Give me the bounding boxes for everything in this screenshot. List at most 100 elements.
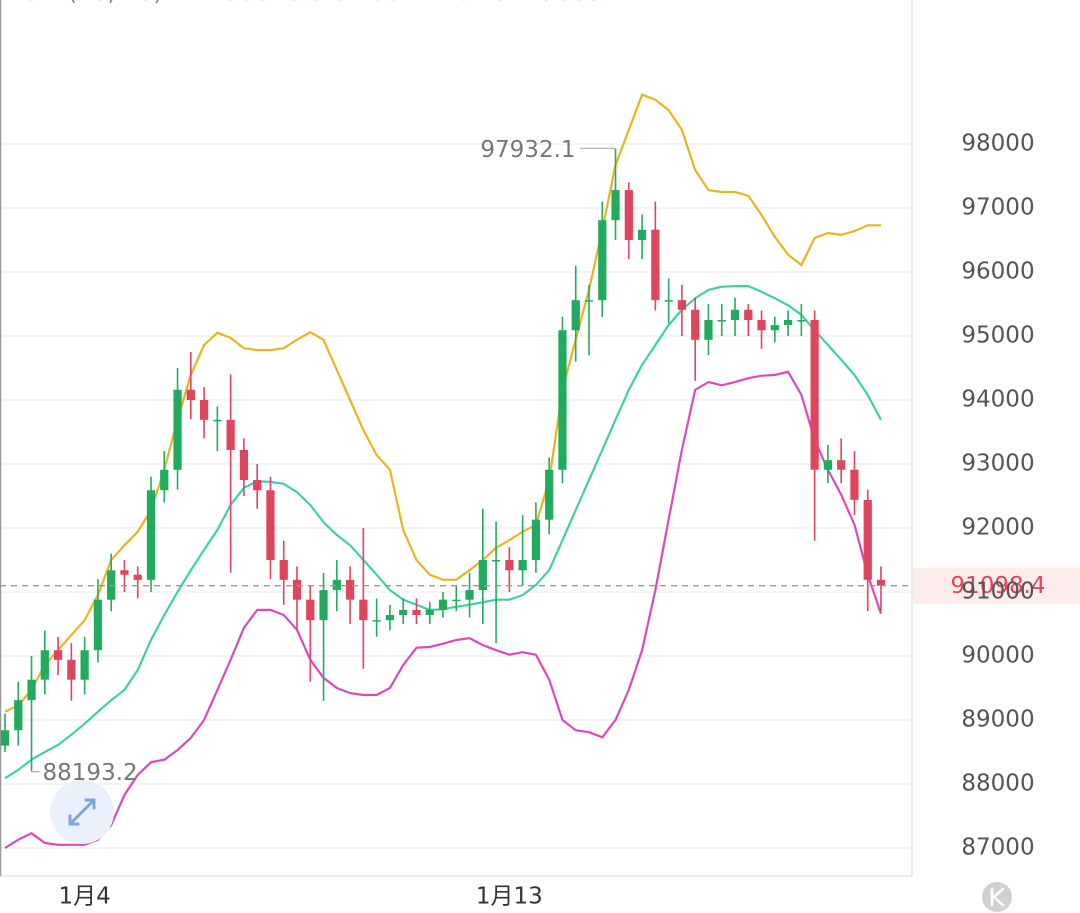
candle-body bbox=[27, 679, 36, 701]
candles bbox=[0, 148, 886, 772]
candle-body bbox=[664, 300, 673, 302]
candle-body bbox=[783, 320, 793, 326]
candle-body bbox=[319, 590, 328, 621]
last-price-tag bbox=[913, 567, 1080, 604]
y-tick-label: 90000 bbox=[961, 643, 1034, 669]
y-tick-label: 88000 bbox=[961, 771, 1034, 797]
candle-body bbox=[412, 609, 421, 616]
candle-body bbox=[372, 620, 381, 622]
candle-body bbox=[266, 490, 275, 560]
candle-body bbox=[226, 419, 235, 450]
candle-body bbox=[677, 300, 687, 310]
candle-body bbox=[717, 320, 726, 322]
legend-entry: BOLL(20,2.0) bbox=[6, 0, 163, 6]
candle-body bbox=[744, 309, 753, 320]
candle-body bbox=[186, 389, 195, 400]
candle-body bbox=[146, 490, 156, 580]
candle-body bbox=[558, 330, 567, 470]
candle-body bbox=[253, 480, 262, 491]
y-tick-label: 92000 bbox=[961, 515, 1034, 541]
candle-body bbox=[651, 229, 660, 301]
candle-body bbox=[531, 519, 541, 560]
candle-body bbox=[239, 449, 249, 480]
candle-body bbox=[399, 609, 408, 616]
candle-body bbox=[213, 419, 222, 422]
kline-button[interactable] bbox=[982, 882, 1012, 912]
candle-body bbox=[67, 659, 76, 680]
candle-body bbox=[173, 389, 182, 470]
candle-body bbox=[385, 615, 395, 621]
candle-body bbox=[107, 570, 116, 600]
y-tick-label: 87000 bbox=[961, 835, 1034, 861]
y-tick-label: 95000 bbox=[961, 323, 1034, 349]
candle-body bbox=[478, 560, 487, 591]
candle-body bbox=[691, 309, 700, 340]
candle-body bbox=[0, 730, 10, 746]
candle-body bbox=[345, 579, 355, 600]
candle-body bbox=[133, 574, 142, 580]
candle-body bbox=[571, 300, 580, 331]
last-price-label: 91098.4 bbox=[950, 573, 1045, 599]
candle-body bbox=[545, 469, 554, 520]
candle-body bbox=[292, 579, 302, 600]
candle-body bbox=[279, 560, 288, 580]
candle-body bbox=[80, 650, 89, 680]
legend: BOLL(20,2.0) MID:93076.3 UP:95722.8 LOW:… bbox=[6, 0, 640, 6]
candle-body bbox=[518, 560, 527, 571]
candle-body bbox=[160, 469, 169, 491]
candle-body bbox=[491, 560, 501, 562]
y-tick-label: 91000 bbox=[961, 579, 1034, 605]
candle-body bbox=[850, 469, 859, 500]
kline-icon[interactable] bbox=[990, 887, 1005, 907]
candle-body bbox=[730, 309, 740, 320]
candle-body bbox=[584, 300, 594, 302]
candle-body bbox=[757, 320, 766, 331]
y-tick-label: 97000 bbox=[961, 195, 1034, 221]
legend-entry: MID:93076.3 bbox=[170, 0, 324, 6]
high-annotation: 97932.1 bbox=[480, 137, 575, 163]
candle-body bbox=[863, 499, 872, 580]
candle-body bbox=[14, 700, 23, 731]
candle-body bbox=[797, 320, 806, 322]
candle-body bbox=[332, 579, 341, 591]
expand-icon[interactable] bbox=[68, 798, 96, 826]
x-tick-label: 1月4 bbox=[58, 884, 110, 910]
candle-body bbox=[438, 599, 448, 610]
candle-body bbox=[359, 599, 368, 621]
candle-body bbox=[465, 590, 474, 600]
y-tick-label: 94000 bbox=[961, 387, 1034, 413]
legend-entry: LOW:90631.1 bbox=[479, 0, 640, 6]
candle-body bbox=[425, 609, 434, 616]
band-line bbox=[4, 370, 883, 849]
candle-body bbox=[770, 325, 779, 331]
y-tick-label: 96000 bbox=[961, 259, 1034, 285]
expand-button[interactable] bbox=[50, 780, 114, 844]
y-tick-label: 93000 bbox=[961, 451, 1034, 477]
y-tick-label: 89000 bbox=[961, 707, 1034, 733]
candle-body bbox=[598, 220, 607, 301]
candle-body bbox=[452, 599, 461, 602]
candle-body bbox=[876, 579, 886, 586]
candle-body bbox=[199, 400, 209, 420]
candle-body bbox=[704, 320, 713, 340]
candle-body bbox=[306, 599, 315, 621]
candle-body bbox=[837, 460, 846, 470]
candle-body bbox=[637, 229, 647, 240]
candle-body bbox=[120, 570, 129, 575]
candle-body bbox=[505, 560, 514, 571]
x-tick-label: 1月13 bbox=[476, 884, 543, 910]
candle-body bbox=[823, 460, 833, 470]
candle-body bbox=[611, 190, 620, 221]
candle-body bbox=[93, 599, 103, 651]
candle-body bbox=[40, 650, 49, 680]
y-tick-label: 98000 bbox=[961, 131, 1034, 157]
candle-body bbox=[810, 320, 819, 470]
legend-entry: UP:95722.8 bbox=[332, 0, 471, 6]
kline-icon-bg[interactable] bbox=[982, 882, 1012, 912]
candle-body bbox=[53, 650, 63, 660]
candle-body bbox=[624, 190, 633, 240]
grid bbox=[0, 143, 912, 849]
